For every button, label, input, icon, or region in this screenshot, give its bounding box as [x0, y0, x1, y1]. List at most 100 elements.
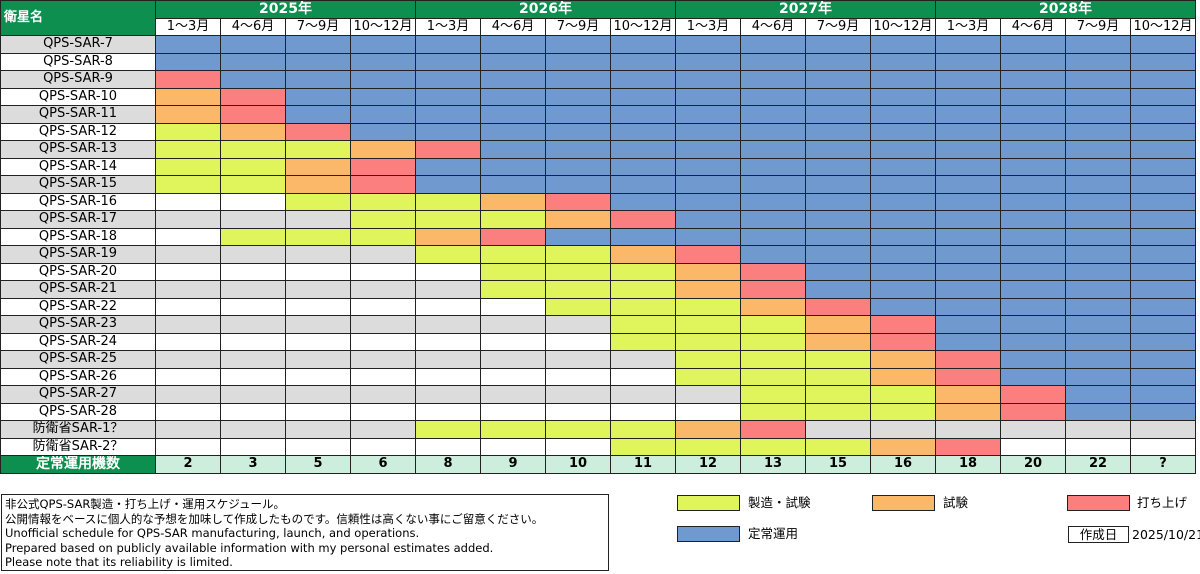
schedule-cell-ops	[1130, 385, 1196, 404]
schedule-cell-ops	[610, 175, 676, 194]
schedule-cell-ops	[415, 87, 481, 106]
operational-count-value: 10	[545, 455, 611, 474]
operational-count-value: 11	[610, 455, 676, 474]
schedule-cell-build	[155, 122, 221, 141]
schedule-cell-ops	[675, 140, 741, 159]
schedule-cell-test	[545, 210, 611, 229]
schedule-cell-blank	[415, 437, 481, 456]
quarter-header-4: 10～12月	[350, 17, 416, 36]
schedule-cell-build	[545, 245, 611, 264]
schedule-cell-ops	[1065, 175, 1131, 194]
schedule-cell-build	[480, 210, 546, 229]
schedule-cell-launch	[1000, 385, 1066, 404]
schedule-cell-ops	[1130, 280, 1196, 299]
schedule-cell-build	[480, 420, 546, 439]
schedule-cell-ops	[675, 70, 741, 89]
schedule-cell-ops	[675, 192, 741, 211]
schedule-cell-ops	[935, 35, 1001, 54]
schedule-cell-ops	[935, 87, 1001, 106]
legend-label-ops: 定常運用	[748, 526, 799, 541]
operational-count-value: 18	[935, 455, 1001, 474]
satellite-name: QPS-SAR-17	[0, 210, 156, 229]
quarter-header-12: 10～12月	[870, 17, 936, 36]
schedule-cell-build	[480, 280, 546, 299]
schedule-cell-build	[415, 245, 481, 264]
schedule-cell-ops	[1065, 122, 1131, 141]
satellite-name: QPS-SAR-25	[0, 350, 156, 369]
schedule-cell-build	[350, 227, 416, 246]
schedule-cell-ops	[935, 157, 1001, 176]
schedule-cell-ops	[1065, 70, 1131, 89]
schedule-cell-ops	[805, 262, 871, 281]
year-header-4: 2028年	[935, 0, 1196, 19]
schedule-cell-blank	[415, 315, 481, 334]
schedule-cell-ops	[1000, 122, 1066, 141]
schedule-cell-launch	[740, 420, 806, 439]
schedule-cell-blank	[350, 297, 416, 316]
schedule-cell-test	[675, 280, 741, 299]
satellite-name: QPS-SAR-13	[0, 140, 156, 159]
schedule-cell-blank	[220, 245, 286, 264]
legend-swatch-build	[677, 495, 740, 511]
schedule-cell-ops	[935, 105, 1001, 124]
satellite-name: QPS-SAR-11	[0, 105, 156, 124]
schedule-cell-ops	[350, 87, 416, 106]
schedule-cell-test	[285, 175, 351, 194]
schedule-cell-ops	[545, 87, 611, 106]
schedule-cell-ops	[610, 35, 676, 54]
quarter-header-7: 7～9月	[545, 17, 611, 36]
schedule-cell-ops	[805, 122, 871, 141]
schedule-cell-ops	[285, 35, 351, 54]
schedule-cell-test	[610, 245, 676, 264]
satellite-name: QPS-SAR-18	[0, 227, 156, 246]
created-date-label: 作成日	[1068, 526, 1129, 543]
schedule-cell-blank	[155, 402, 221, 421]
schedule-cell-blank	[155, 332, 221, 351]
schedule-cell-ops	[805, 245, 871, 264]
schedule-cell-ops	[1000, 87, 1066, 106]
quarter-header-11: 7～9月	[805, 17, 871, 36]
schedule-cell-blank	[220, 437, 286, 456]
schedule-cell-build	[415, 192, 481, 211]
quarter-header-3: 7～9月	[285, 17, 351, 36]
schedule-cell-build	[675, 315, 741, 334]
schedule-cell-ops	[1130, 157, 1196, 176]
schedule-cell-ops	[545, 70, 611, 89]
schedule-cell-blank	[545, 437, 611, 456]
schedule-cell-ops	[480, 140, 546, 159]
schedule-cell-ops	[805, 52, 871, 71]
schedule-cell-ops	[415, 52, 481, 71]
schedule-cell-blank	[350, 367, 416, 386]
schedule-cell-ops	[1130, 192, 1196, 211]
schedule-cell-build	[740, 402, 806, 421]
schedule-cell-blank	[545, 385, 611, 404]
satellite-row: QPS-SAR-8	[0, 52, 1196, 71]
satellite-row: QPS-SAR-21	[0, 280, 1196, 299]
schedule-cell-ops	[415, 122, 481, 141]
schedule-cell-blank	[545, 332, 611, 351]
schedule-cell-ops	[285, 105, 351, 124]
operational-count-value: 5	[285, 455, 351, 474]
schedule-cell-ops	[740, 157, 806, 176]
schedule-cell-test	[740, 297, 806, 316]
quarter-header-5: 1～3月	[415, 17, 481, 36]
schedule-cell-ops	[870, 245, 936, 264]
schedule-cell-blank	[480, 437, 546, 456]
schedule-cell-ops	[935, 332, 1001, 351]
schedule-cell-ops	[415, 157, 481, 176]
schedule-cell-blank	[155, 315, 221, 334]
schedule-cell-blank	[155, 350, 221, 369]
schedule-cell-build	[220, 157, 286, 176]
schedule-cell-build	[805, 367, 871, 386]
schedule-cell-ops	[155, 35, 221, 54]
schedule-cell-blank	[220, 367, 286, 386]
schedule-cell-blank	[285, 332, 351, 351]
operational-count-value: 16	[870, 455, 936, 474]
schedule-cell-ops	[1065, 315, 1131, 334]
satellite-row: 防衛省SAR-2？	[0, 437, 1196, 456]
schedule-cell-build	[155, 140, 221, 159]
schedule-cell-ops	[1000, 157, 1066, 176]
schedule-cell-ops	[1000, 332, 1066, 351]
schedule-cell-blank	[350, 332, 416, 351]
schedule-cell-build	[155, 157, 221, 176]
